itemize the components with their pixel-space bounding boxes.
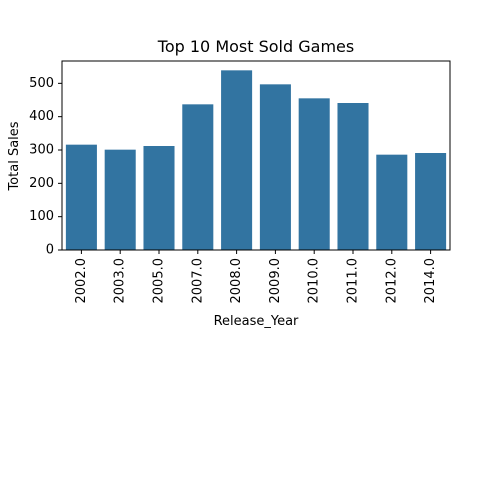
chart-title: Top 10 Most Sold Games [157,37,354,56]
bar-2009.0 [259,84,291,250]
y-tick-label: 300 [29,143,54,158]
bar-2007.0 [182,104,214,250]
x-tick-label: 2010.0 [307,258,322,304]
x-tick-label: 2014.0 [423,258,438,304]
x-tick-label: 2009.0 [268,258,283,304]
y-tick-label: 500 [29,76,54,91]
x-tick-label: 2003.0 [113,258,128,304]
x-tick-label: 2011.0 [346,258,361,304]
bars-group [65,70,447,250]
x-tick-label: 2008.0 [229,258,244,304]
y-axis-label: Total Sales [7,121,22,191]
bar-2008.0 [221,70,253,250]
y-tick-label: 100 [29,209,54,224]
bar-2003.0 [104,149,136,250]
x-tick-label: 2002.0 [74,258,89,304]
y-tick-label: 200 [29,176,54,191]
plot-frame [61,60,451,251]
x-tick-label: 2005.0 [152,258,167,304]
y-tick-label: 0 [46,243,54,258]
x-tick-label: 2007.0 [190,258,205,304]
bar-2002.0 [65,144,97,250]
y-tick-label: 400 [29,109,54,124]
bar-2012.0 [376,154,408,250]
x-axis-ticks: 2002.0 2003.0 2005.0 2007.0 2008.0 2009.0 2010… [74,250,438,304]
bar-2014.0 [415,153,447,250]
bar-2005.0 [143,146,175,250]
y-axis-ticks: 0 100 200 300 400 500 [29,76,62,258]
x-tick-label: 2012.0 [384,258,399,304]
x-axis-label: Release_Year [214,314,299,329]
bar-2011.0 [337,103,369,250]
bar-2010.0 [298,98,330,250]
